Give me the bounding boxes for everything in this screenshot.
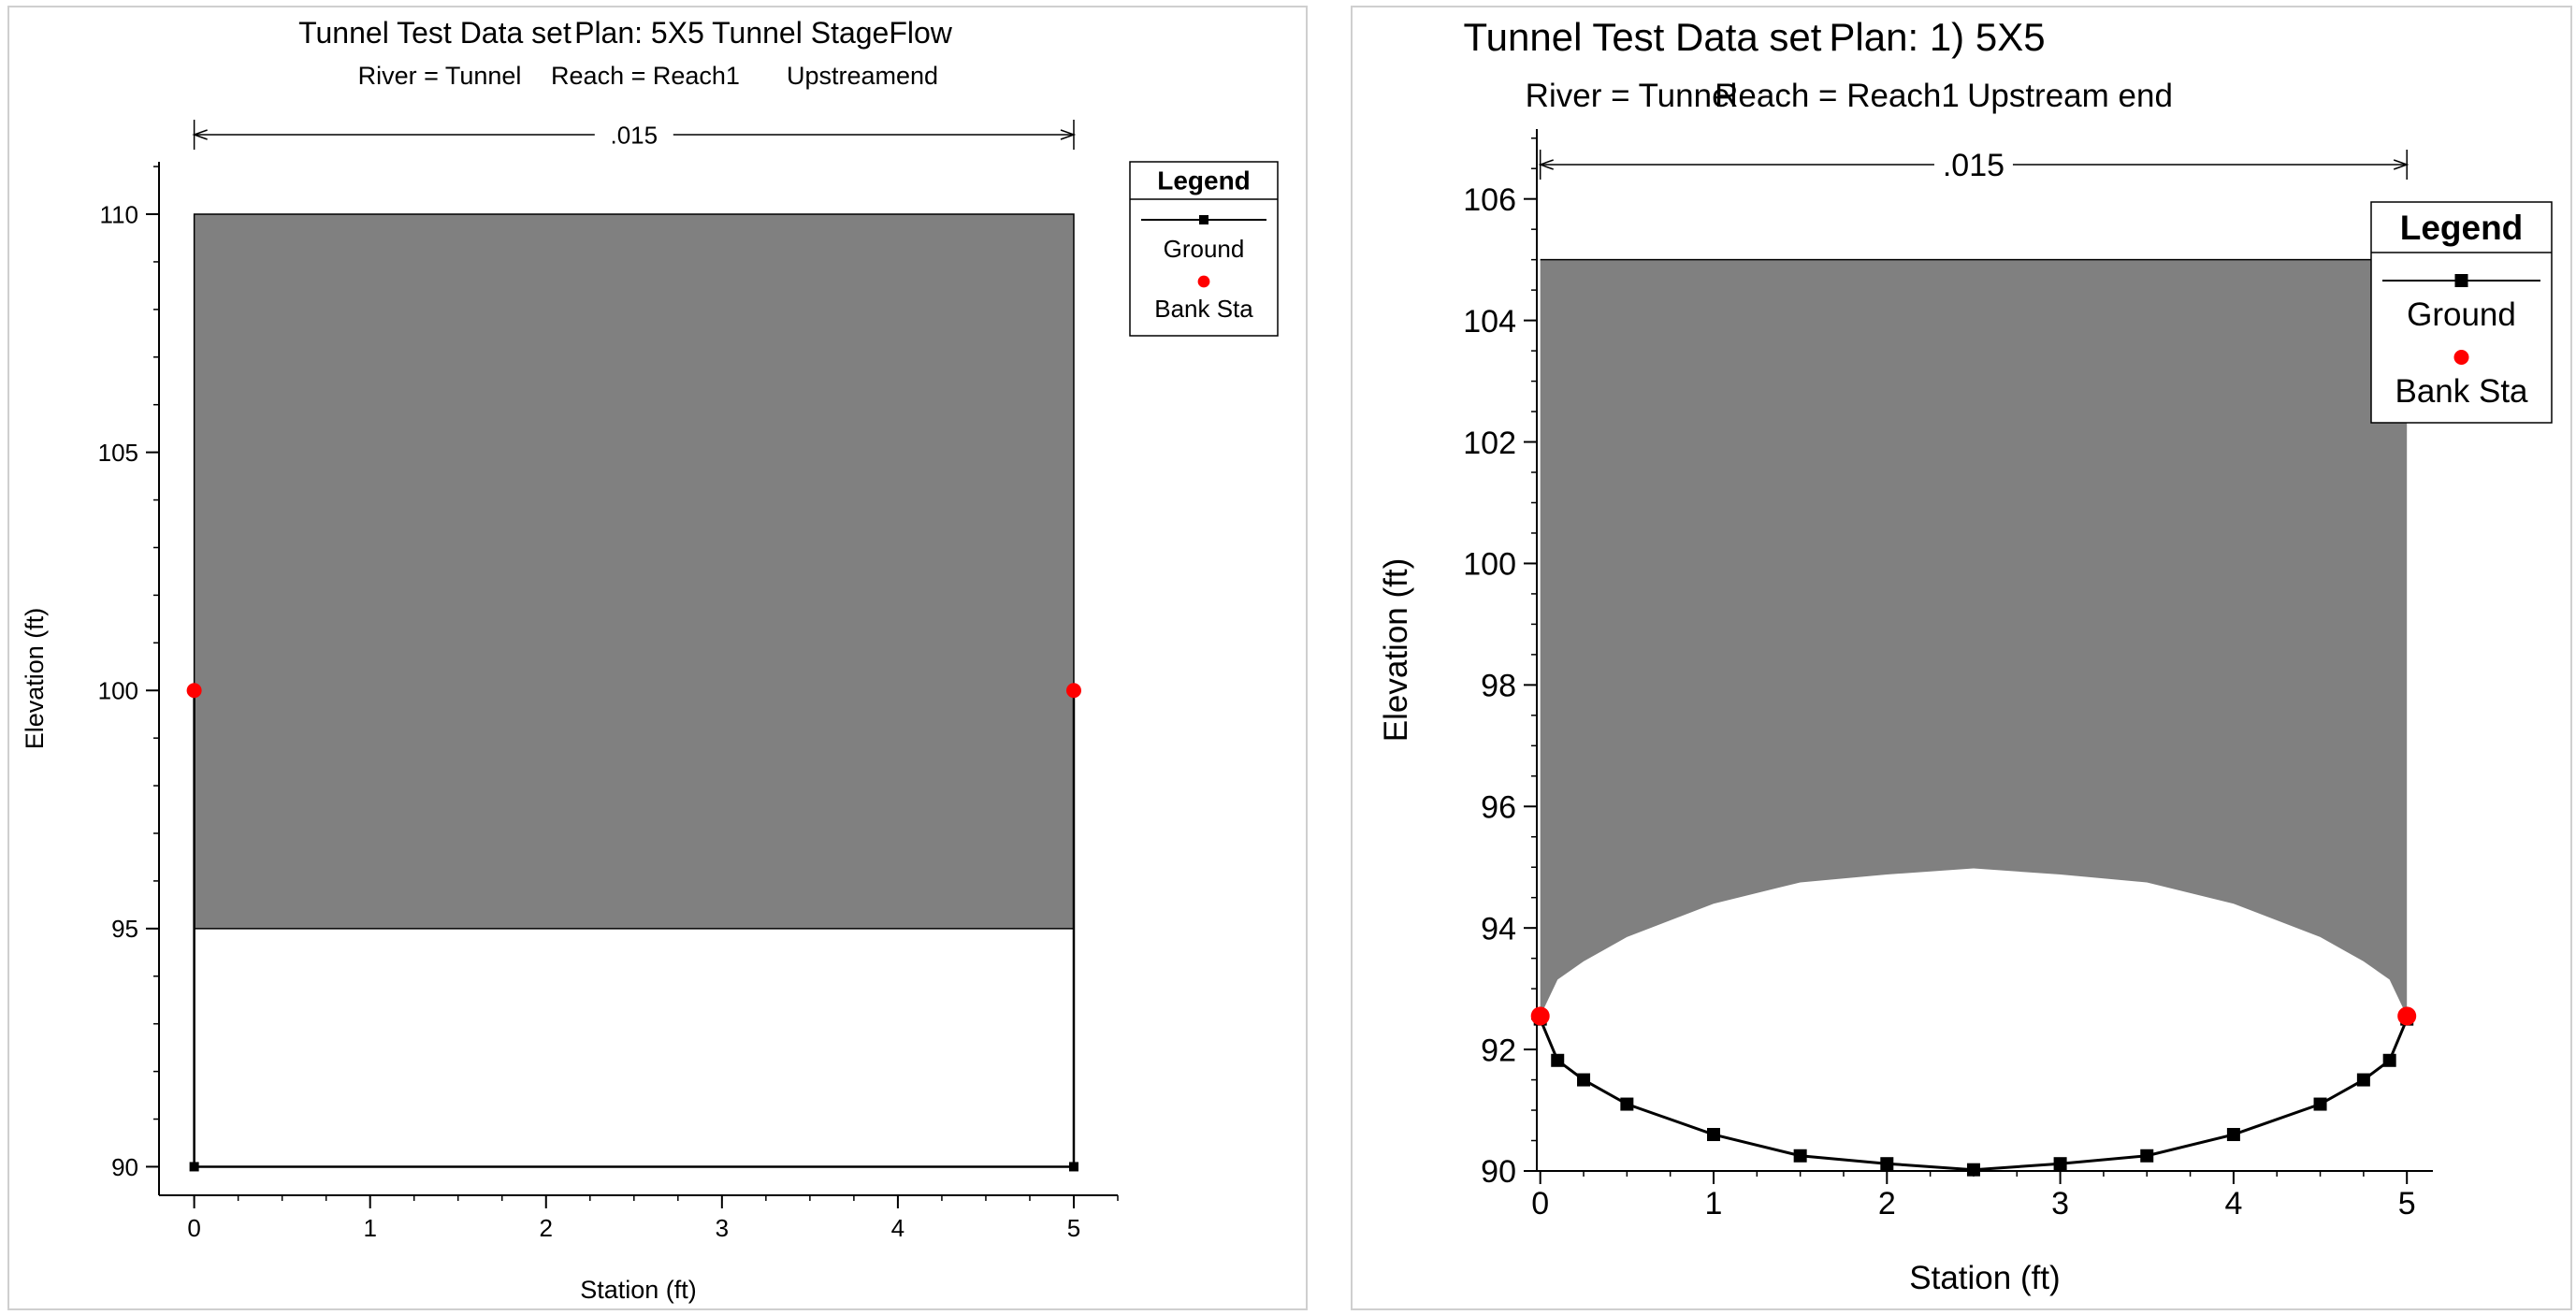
legend-bank-marker [2453,350,2469,365]
x-tick-label: 0 [187,1214,200,1242]
x-tick-label: 4 [2224,1186,2242,1221]
right-cross-section-chart: Tunnel Test Data set Plan: 1) 5X5 River = … [1378,15,2553,1296]
ground-point [189,1162,199,1172]
x-tick-label: 5 [2398,1186,2416,1221]
n-extent-arrow-right [1060,129,1077,140]
ground-point [1793,1149,1807,1163]
x-tick-label: 3 [2051,1186,2069,1221]
manning-n-label: .015 [1943,148,2004,183]
plan-label: Plan: 5X5 Tunnel StageFlow [574,16,953,50]
y-tick-label: 106 [1463,182,1516,218]
bank-station-point [1065,683,1081,699]
x-tick-label: 4 [891,1214,904,1242]
bank-station-point [2397,1006,2417,1026]
ground-point [1551,1053,1565,1067]
y-tick-label: 95 [111,915,138,943]
ground-point [1577,1073,1591,1087]
plan-label: Plan: 1) 5X5 [1829,15,2045,59]
legend-title: Legend [1157,166,1251,195]
left-chart-panel: Tunnel Test Data set Plan: 5X5 Tunnel Sta… [7,6,1308,1310]
bank-station-point [1530,1006,1550,1026]
right-chart-panel: Tunnel Test Data set Plan: 1) 5X5 River = … [1351,6,2572,1310]
x-tick-label: 1 [1705,1186,1723,1221]
ground-point [1068,1162,1078,1172]
ground-line [1539,1019,2409,1172]
y-tick-label: 104 [1463,304,1516,340]
ground-point [2313,1097,2327,1111]
chart-title: Tunnel Test Data set [298,16,572,50]
ground-point [1966,1163,1980,1177]
bank-station-point [186,683,202,699]
legend-ground-label: Ground [2407,296,2516,333]
y-tick-label: 90 [1481,1154,1516,1190]
x-axis-label: Station (ft) [580,1276,697,1304]
x-tick-label: 1 [363,1214,376,1242]
subtitle-reach: Reach = Reach1 [1715,78,1960,114]
y-tick-label: 100 [1463,547,1516,583]
subtitle-location: Upstreamend [787,62,938,90]
legend-box [1129,161,1279,337]
n-extent-arrow-left [1538,159,1554,170]
ground-point [1880,1157,1894,1171]
y-tick-label: 90 [111,1153,138,1181]
y-axis-label: Elevation (ft) [1378,558,1414,742]
ground-point [2140,1149,2154,1163]
legend-ground-marker [2454,274,2468,287]
legend-bank-label: Bank Sta [2395,373,2528,410]
y-tick-label: 110 [100,200,138,228]
x-tick-label: 5 [1067,1214,1080,1242]
ground-point [2356,1073,2370,1087]
subtitle-river: River = Tunnel [1526,78,1738,114]
legend-bank-marker [1197,275,1210,288]
obstruction-area [193,213,1075,930]
obstruction-area [1540,259,2408,1017]
x-tick-label: 0 [1531,1186,1549,1221]
manning-n-label: .015 [610,121,658,149]
legend-title: Legend [2400,209,2524,247]
y-tick-label: 105 [98,439,138,467]
y-tick-label: 98 [1481,669,1516,704]
y-tick-label: 96 [1481,790,1516,826]
y-tick-label: 94 [1481,911,1516,947]
ground-point [2226,1128,2240,1142]
legend-ground-label: Ground [1164,235,1245,263]
chart-title: Tunnel Test Data set [1464,15,1822,59]
y-tick-label: 100 [98,677,138,705]
ground-point [1707,1128,1721,1142]
n-extent-arrow-left [192,129,208,140]
subtitle-river: River = Tunnel [358,62,522,90]
left-cross-section-chart: Tunnel Test Data set Plan: 5X5 Tunnel Sta… [21,16,1279,1304]
ground-point [2053,1157,2067,1171]
y-tick-label: 102 [1463,426,1516,461]
legend-bank-label: Bank Sta [1154,295,1253,323]
ground-point [2382,1053,2396,1067]
x-tick-label: 2 [540,1214,553,1242]
ground-line [193,690,1076,1168]
x-tick-label: 2 [1878,1186,1896,1221]
subtitle-location: Upstream end [1967,78,2173,114]
ground-point [1620,1097,1634,1111]
n-extent-arrow-right [2393,159,2410,170]
subtitle-reach: Reach = Reach1 [551,62,740,90]
legend-ground-marker [1199,215,1208,224]
legend-box [2370,201,2553,424]
x-tick-label: 3 [716,1214,729,1242]
y-tick-label: 92 [1481,1033,1516,1068]
y-axis-label: Elevation (ft) [21,608,49,750]
x-axis-label: Station (ft) [1909,1260,2060,1296]
